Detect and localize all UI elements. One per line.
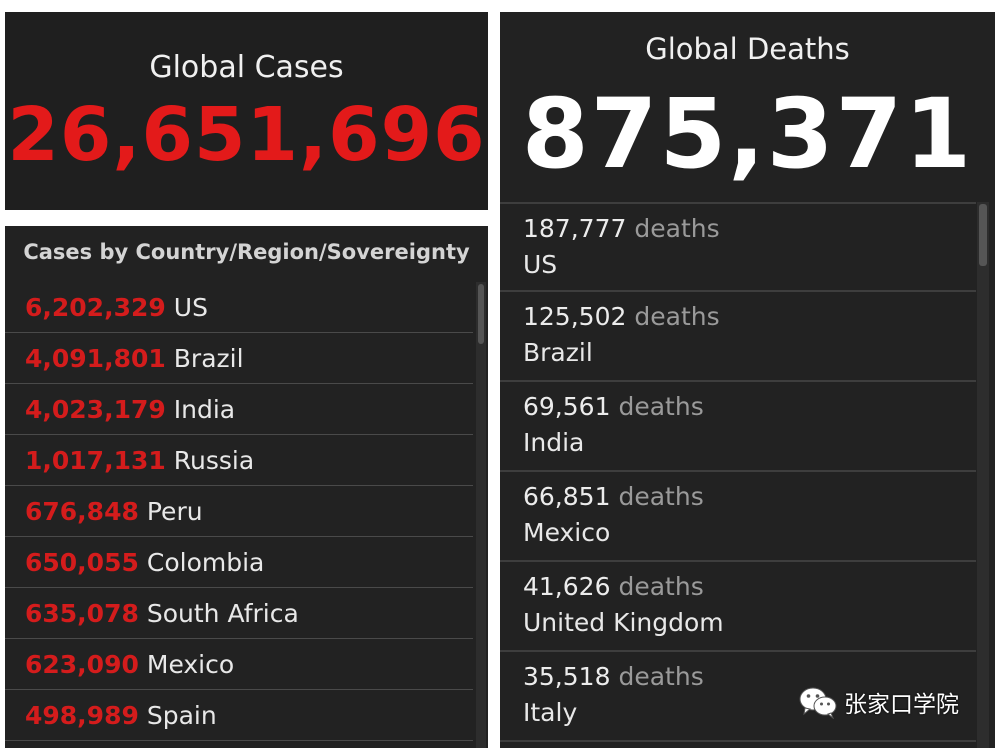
country-name: Mexico (523, 518, 611, 547)
country-name: United Kingdom (523, 608, 724, 637)
country-name: Spain (146, 701, 217, 730)
death-unit: deaths (634, 214, 720, 243)
country-name: Italy (523, 698, 578, 727)
case-count: 6,202,329 (25, 293, 166, 322)
death-unit: deaths (618, 482, 704, 511)
wechat-icon (799, 687, 837, 719)
country-row[interactable]: 1,017,131 Russia (5, 435, 473, 486)
global-cases-title: Global Cases (149, 50, 344, 85)
country-row[interactable]: 4,023,179 India (5, 384, 473, 435)
global-deaths-title: Global Deaths (645, 32, 850, 66)
death-row[interactable]: 187,777 deaths US (500, 202, 976, 292)
country-row[interactable]: 4,091,801 Brazil (5, 333, 473, 384)
country-name: Mexico (146, 650, 235, 679)
country-row[interactable]: 498,989 Spain (5, 690, 473, 741)
death-unit: deaths (634, 302, 720, 331)
death-unit: deaths (618, 572, 704, 601)
death-row[interactable]: 125,502 deaths Brazil (500, 292, 976, 382)
death-unit: deaths (618, 662, 704, 691)
death-count: 66,851 (523, 482, 611, 511)
country-name: India (173, 395, 236, 424)
country-row[interactable]: 623,090 Mexico (5, 639, 473, 690)
case-count: 4,023,179 (25, 395, 166, 424)
cases-scrollbar-thumb[interactable] (478, 284, 484, 344)
case-count: 635,078 (25, 599, 139, 628)
cases-list-header: Cases by Country/Region/Sovereignty (23, 240, 470, 264)
deaths-scrollbar-thumb[interactable] (979, 204, 987, 266)
country-row[interactable]: 6,202,329 US (5, 282, 473, 333)
case-count: 623,090 (25, 650, 139, 679)
death-count: 125,502 (523, 302, 627, 331)
cases-scrollbar[interactable] (476, 282, 486, 748)
country-name: South Africa (146, 599, 299, 628)
global-deaths-total: 875,371 (521, 78, 974, 190)
death-unit: deaths (618, 392, 704, 421)
case-count: 676,848 (25, 497, 139, 526)
country-row[interactable]: 635,078 South Africa (5, 588, 473, 639)
death-row[interactable]: 66,851 deaths Mexico (500, 472, 976, 562)
global-deaths-panel: Global Deaths 875,371 187,777 deaths US 1… (500, 12, 995, 748)
case-count: 498,989 (25, 701, 139, 730)
global-cases-total: 26,651,696 (7, 92, 486, 178)
death-row[interactable]: 41,626 deaths United Kingdom (500, 562, 976, 652)
deaths-scrollbar[interactable] (977, 202, 989, 748)
death-count: 35,518 (523, 662, 611, 691)
watermark: 张家口学院 (798, 682, 959, 722)
global-cases-panel: Global Cases 26,651,696 (5, 12, 488, 210)
death-count: 69,561 (523, 392, 611, 421)
case-count: 1,017,131 (25, 446, 166, 475)
country-name: US (173, 293, 208, 322)
country-row[interactable]: 676,848 Peru (5, 486, 473, 537)
death-count: 187,777 (523, 214, 627, 243)
country-name: Brazil (523, 338, 593, 367)
country-name: India (523, 428, 585, 457)
country-name: Colombia (146, 548, 265, 577)
country-name: US (523, 250, 558, 279)
country-name: Russia (173, 446, 255, 475)
case-count: 4,091,801 (25, 344, 166, 373)
country-name: Brazil (173, 344, 244, 373)
country-row[interactable]: 650,055 Colombia (5, 537, 473, 588)
country-name: Peru (146, 497, 203, 526)
death-row[interactable]: 35,518 deaths Italy (500, 652, 976, 742)
death-count: 41,626 (523, 572, 611, 601)
case-count: 650,055 (25, 548, 139, 577)
watermark-text: 张家口学院 (844, 692, 959, 718)
death-row[interactable]: 69,561 deaths India (500, 382, 976, 472)
cases-by-country-panel: Cases by Country/Region/Sovereignty 6,20… (5, 226, 488, 748)
